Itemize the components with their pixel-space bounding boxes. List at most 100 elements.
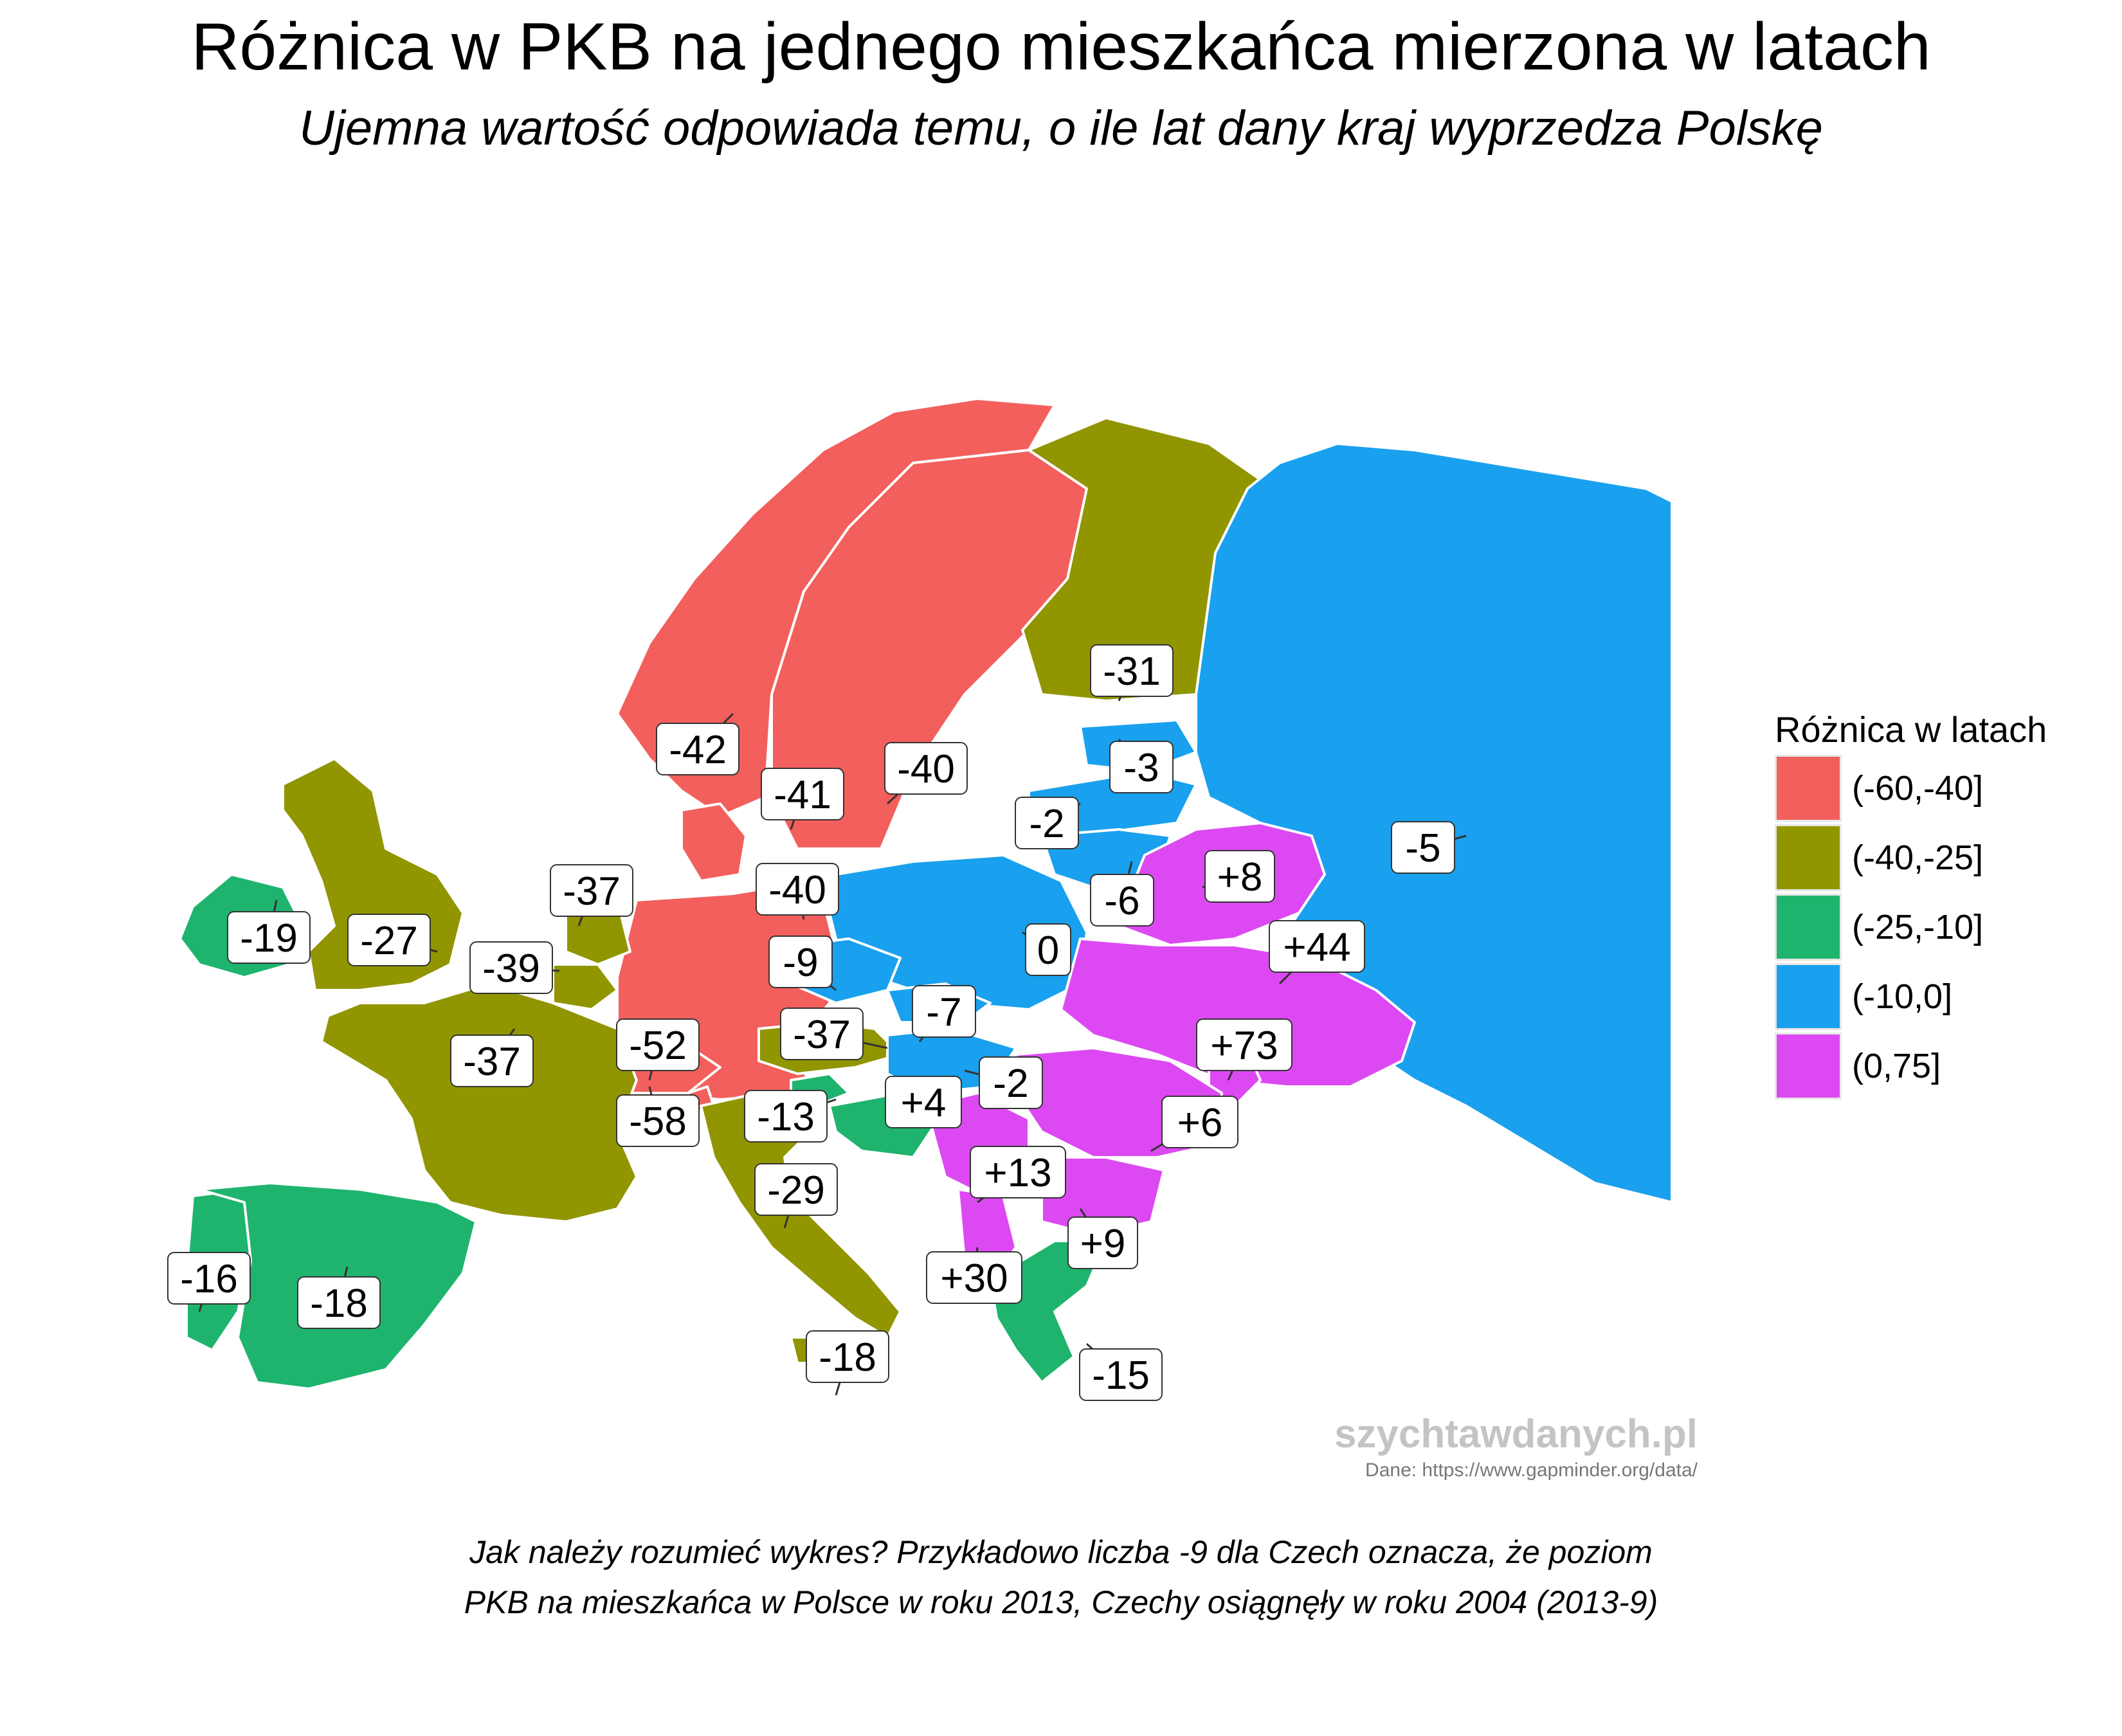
legend-title: Różnica w latach	[1775, 709, 2047, 750]
label-text: -13	[757, 1095, 815, 1139]
label-text: -40	[768, 868, 826, 912]
country-region	[1060, 937, 1416, 1088]
country-value-label: -40	[884, 742, 968, 805]
label-text: -58	[629, 1099, 687, 1144]
label-text: -16	[180, 1257, 238, 1301]
legend-swatch	[1775, 824, 1842, 891]
label-box	[1391, 821, 1455, 874]
label-box	[469, 941, 553, 994]
legend-label: (-60,-40]	[1852, 769, 1984, 808]
label-text: -6	[1104, 879, 1139, 923]
label-text: -41	[774, 773, 831, 817]
country-value-label: +13	[970, 1146, 1066, 1204]
country-value-label: -37	[550, 864, 633, 927]
label-text: -37	[563, 869, 621, 914]
watermark: szychtawdanych.pl	[1334, 1412, 1698, 1456]
country-value-label: -39	[469, 941, 560, 994]
label-text: +4	[901, 1081, 947, 1125]
caption: Jak należy rozumieć wykres? Przykładowo …	[0, 1527, 2122, 1627]
label-text: -40	[897, 747, 955, 791]
legend-label: (0,75]	[1852, 1047, 1941, 1085]
country-value-label: -41	[761, 768, 844, 830]
label-text: +8	[1217, 855, 1263, 900]
label-text: -19	[240, 916, 298, 961]
legend-swatch	[1775, 963, 1842, 1030]
country-labels: -42 -41 -40 -31 -3 -2 -5 -40 -6 +8 -37 -19 -27 -39 0 +4…	[167, 644, 1467, 1401]
legend-item: (-10,0]	[1775, 963, 2047, 1030]
label-box	[1161, 1096, 1238, 1148]
country-value-label: -58	[616, 1086, 700, 1147]
label-text: -15	[1092, 1353, 1150, 1398]
country-value-label: -40	[756, 863, 839, 920]
label-box	[656, 723, 739, 775]
source-note: Dane: https://www.gapminder.org/data/	[1365, 1460, 1698, 1481]
label-text: -52	[629, 1024, 687, 1068]
country-value-label: -16	[167, 1252, 251, 1312]
country-region	[552, 963, 619, 1011]
label-box	[1090, 874, 1154, 927]
label-box	[450, 1035, 534, 1087]
label-text: -18	[310, 1281, 368, 1326]
legend-swatch	[1775, 1033, 1842, 1099]
country-value-label: +73	[1196, 1018, 1292, 1081]
label-text: -3	[1123, 746, 1159, 790]
label-text: -37	[793, 1013, 851, 1057]
label-text: +44	[1283, 925, 1350, 970]
country-value-label: -19	[227, 900, 311, 964]
label-text: -27	[360, 919, 418, 963]
label-text: -31	[1103, 649, 1161, 694]
country-value-label: +44	[1269, 920, 1365, 985]
label-box	[616, 1094, 700, 1147]
chart-title: Różnica w PKB na jednego mieszkańca mier…	[191, 10, 1931, 84]
legend-item: (-25,-10]	[1775, 894, 2047, 961]
chart-subtitle: Ujemna wartość odpowiada temu, o ile lat…	[299, 101, 1823, 156]
country-value-label: -15	[1079, 1343, 1163, 1401]
country-value-label: -9	[768, 936, 837, 991]
country-value-label: -29	[754, 1163, 838, 1229]
legend-item: (-40,-25]	[1775, 824, 2047, 891]
label-box	[227, 911, 311, 964]
label-text: +9	[1080, 1222, 1126, 1266]
label-box	[912, 985, 976, 1038]
label-text: -29	[767, 1168, 825, 1213]
country-value-label: 0	[1022, 923, 1071, 976]
country-value-label: -18	[806, 1330, 889, 1396]
country-region	[320, 982, 638, 1223]
label-box	[768, 936, 833, 988]
label-text: -37	[463, 1040, 521, 1084]
label-text: +30	[940, 1256, 1008, 1301]
label-box	[761, 768, 844, 820]
legend-swatch	[1775, 755, 1842, 822]
label-box	[1015, 797, 1079, 849]
label-box	[806, 1330, 889, 1383]
country-value-label: -7	[912, 985, 976, 1042]
label-box	[780, 1008, 864, 1060]
label-text: -2	[993, 1062, 1028, 1106]
country-value-label: -27	[347, 914, 438, 966]
label-box	[756, 863, 839, 916]
country-region	[680, 802, 747, 882]
label-box	[1204, 850, 1275, 903]
legend: Różnica w latach (-60,-40] (-40,-25] (-2…	[1775, 707, 2047, 1099]
label-text: -5	[1405, 826, 1440, 871]
label-box	[926, 1251, 1022, 1304]
label-text: -39	[482, 946, 540, 991]
label-box	[884, 742, 968, 795]
label-box	[1067, 1216, 1138, 1269]
country-value-label: -5	[1391, 821, 1467, 874]
country-value-label: -3	[1109, 739, 1174, 793]
country-value-label: +9	[1067, 1208, 1138, 1269]
label-text: +13	[984, 1151, 1051, 1195]
country-value-label: -31	[1090, 644, 1174, 701]
country-value-label: -42	[656, 712, 739, 775]
country-value-label: +8	[1202, 850, 1275, 903]
label-text: -2	[1029, 802, 1064, 846]
label-text: -9	[783, 941, 818, 985]
legend-label: (-40,-25]	[1852, 838, 1984, 877]
legend-item: (0,75]	[1775, 1033, 2047, 1099]
country-value-label: -52	[616, 1018, 700, 1081]
country-value-label: +30	[926, 1247, 1022, 1304]
label-box	[616, 1018, 700, 1071]
caption-line: PKB na mieszkańca w Polsce w roku 2013, …	[464, 1584, 1658, 1620]
